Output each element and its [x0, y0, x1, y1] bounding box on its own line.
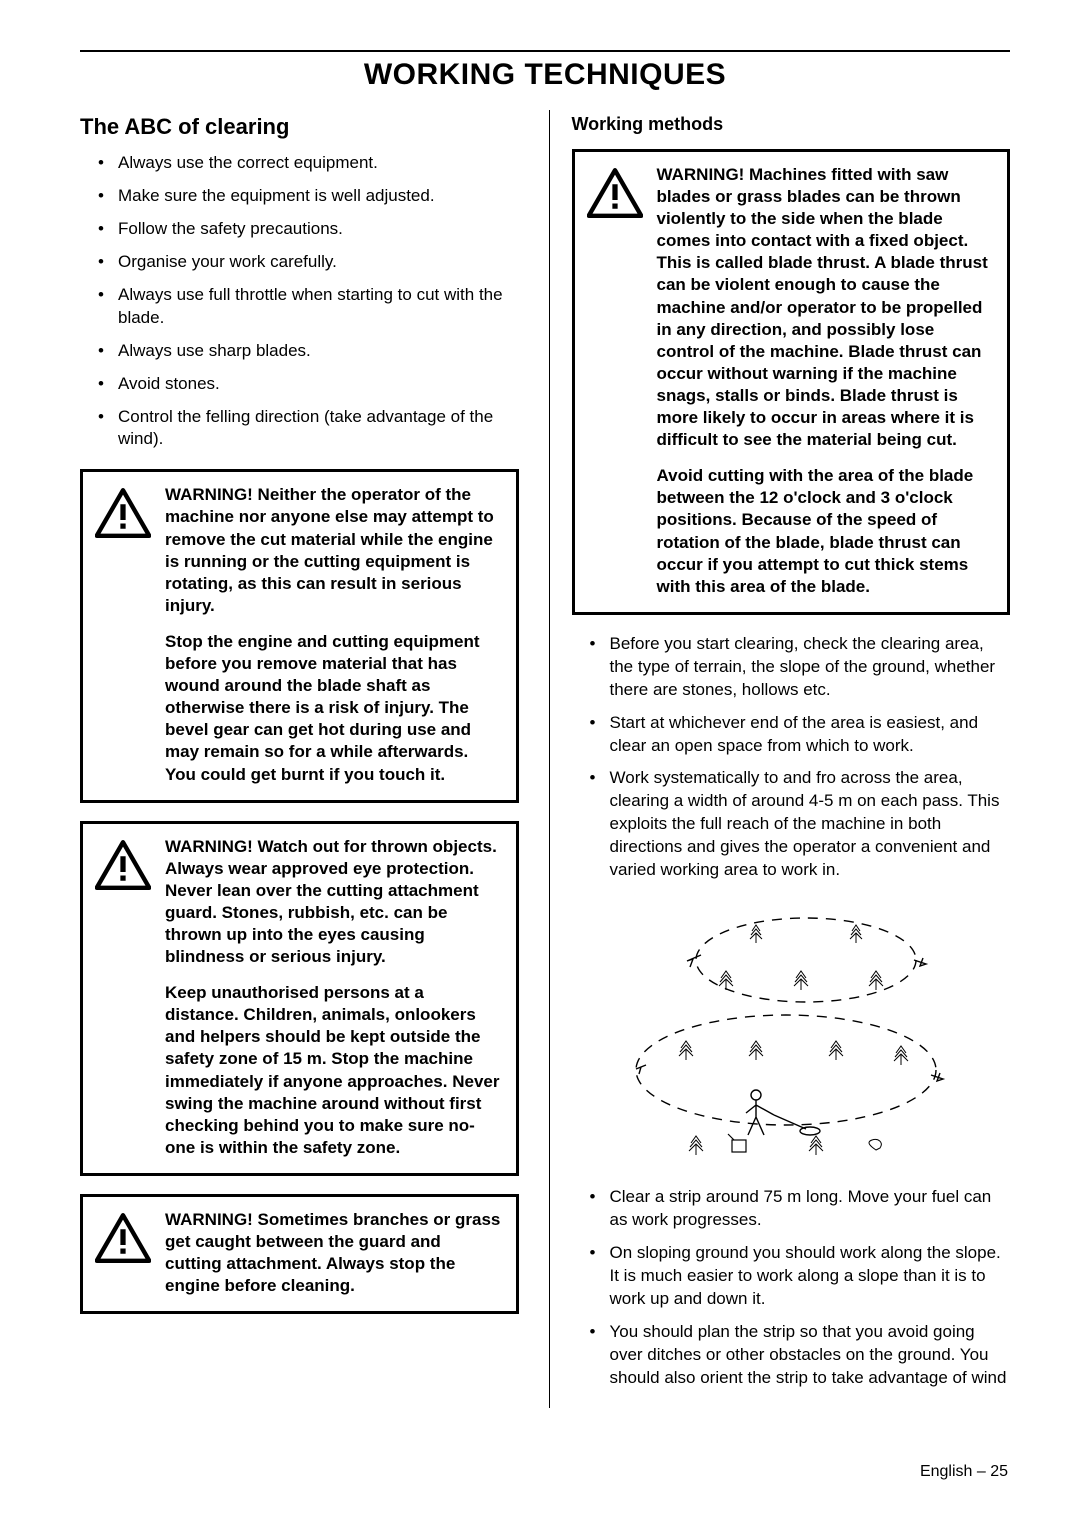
list-item: Make sure the equipment is well adjusted… — [104, 185, 519, 208]
list-item: Always use the correct equipment. — [104, 152, 519, 175]
warning-paragraph: Stop the engine and cutting equipment be… — [165, 631, 502, 786]
warning-text: WARNING! Watch out for thrown objects. A… — [165, 836, 502, 1159]
warning-paragraph: Keep unauthorised persons at a distance.… — [165, 982, 502, 1159]
list-item: Work systematically to and fro across th… — [596, 767, 1011, 882]
warning-paragraph: WARNING! Watch out for thrown objects. A… — [165, 836, 502, 969]
section-title-abc: The ABC of clearing — [80, 114, 519, 140]
list-item: Clear a strip around 75 m long. Move you… — [596, 1186, 1011, 1232]
warning-triangle-icon — [95, 1209, 151, 1263]
warning-text: WARNING! Neither the operator of the mac… — [165, 484, 502, 785]
list-item: Avoid stones. — [104, 373, 519, 396]
warning-triangle-icon — [95, 836, 151, 890]
page-footer: English – 25 — [920, 1463, 1008, 1481]
two-column-layout: The ABC of clearing Always use the corre… — [80, 110, 1010, 1408]
list-item: You should plan the strip so that you av… — [596, 1321, 1011, 1390]
warning-paragraph: WARNING! Machines fitted with saw blades… — [657, 164, 994, 451]
warning-triangle-icon — [95, 484, 151, 538]
right-column: Working methods WARNING! Machines fitted… — [549, 110, 1011, 1408]
warning-triangle-icon — [587, 164, 643, 218]
warning-box: WARNING! Watch out for thrown objects. A… — [80, 821, 519, 1176]
left-column: The ABC of clearing Always use the corre… — [80, 110, 519, 1408]
abc-bullet-list: Always use the correct equipment. Make s… — [80, 152, 519, 451]
list-item: Before you start clearing, check the cle… — [596, 633, 1011, 702]
list-item: Control the felling direction (take adva… — [104, 406, 519, 452]
warning-paragraph: WARNING! Sometimes branches or grass get… — [165, 1209, 502, 1297]
list-item: On sloping ground you should work along … — [596, 1242, 1011, 1311]
top-rule — [80, 50, 1010, 52]
working-methods-list-bottom: Clear a strip around 75 m long. Move you… — [572, 1186, 1011, 1390]
warning-box: WARNING! Sometimes branches or grass get… — [80, 1194, 519, 1314]
warning-text: WARNING! Machines fitted with saw blades… — [657, 164, 994, 598]
clearing-pattern-illustration — [626, 900, 956, 1170]
warning-text: WARNING! Sometimes branches or grass get… — [165, 1209, 502, 1297]
list-item: Start at whichever end of the area is ea… — [596, 712, 1011, 758]
list-item: Always use sharp blades. — [104, 340, 519, 363]
warning-box: WARNING! Neither the operator of the mac… — [80, 469, 519, 802]
warning-box: WARNING! Machines fitted with saw blades… — [572, 149, 1011, 615]
working-methods-list-top: Before you start clearing, check the cle… — [572, 633, 1011, 882]
warning-paragraph: Avoid cutting with the area of the blade… — [657, 465, 994, 598]
list-item: Follow the safety precautions. — [104, 218, 519, 241]
list-item: Organise your work carefully. — [104, 251, 519, 274]
warning-paragraph: WARNING! Neither the operator of the mac… — [165, 484, 502, 617]
list-item: Always use full throttle when starting t… — [104, 284, 519, 330]
subsection-title-working-methods: Working methods — [572, 114, 1011, 135]
page-title: WORKING TECHNIQUES — [80, 58, 1010, 92]
